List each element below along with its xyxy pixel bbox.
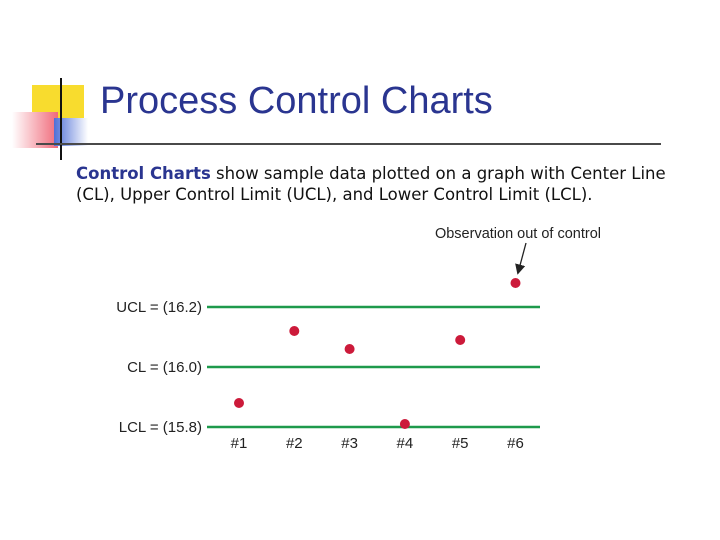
x-tick-label: #4 — [397, 435, 414, 452]
x-tick-label: #2 — [286, 435, 303, 452]
title-vertical-rule — [60, 78, 62, 160]
x-tick-label: #3 — [341, 435, 358, 452]
intro-bold-term: Control Charts — [76, 164, 211, 183]
title-underline-rule — [36, 143, 661, 145]
annotation-arrow — [515, 242, 527, 275]
lcl-label: LCL = (15.8) — [119, 419, 202, 436]
data-point — [399, 419, 410, 429]
blue-accent-square — [54, 118, 88, 146]
data-point — [510, 278, 521, 288]
slide-title: Process Control Charts — [100, 80, 493, 122]
intro-text: show sample data plotted on a graph with… — [76, 164, 666, 204]
x-tick-label: #6 — [507, 435, 524, 452]
data-point — [344, 344, 355, 354]
ucl-label: UCL = (16.2) — [116, 299, 202, 316]
annotation-label: Observation out of control — [435, 226, 601, 242]
intro-paragraph: Control Charts show sample data plotted … — [76, 163, 676, 220]
x-tick-label: #1 — [231, 435, 248, 452]
x-tick-label: #5 — [452, 435, 469, 452]
data-point — [455, 335, 466, 345]
pink-accent-square — [12, 112, 58, 148]
data-point — [234, 398, 244, 408]
data-point — [289, 326, 300, 336]
cl-label: CL = (16.0) — [127, 359, 202, 376]
